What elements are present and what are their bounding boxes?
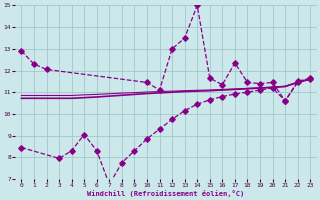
X-axis label: Windchill (Refroidissement éolien,°C): Windchill (Refroidissement éolien,°C) xyxy=(87,190,244,197)
